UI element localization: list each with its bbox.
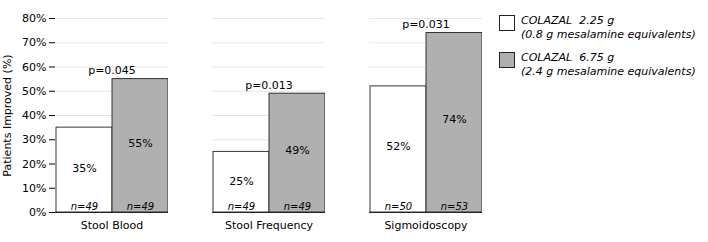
svg-text:60%: 60% (22, 61, 46, 74)
svg-text:n=50: n=50 (385, 201, 412, 212)
svg-text:35%: 35% (72, 162, 96, 175)
svg-text:52%: 52% (386, 140, 410, 153)
svg-text:74%: 74% (442, 113, 466, 126)
svg-text:n=49: n=49 (127, 201, 154, 212)
svg-text:n=53: n=53 (441, 201, 468, 212)
svg-text:10%: 10% (22, 182, 46, 195)
svg-text:Sigmoidoscopy: Sigmoidoscopy (384, 219, 468, 232)
svg-text:0%: 0% (29, 206, 46, 219)
svg-text:50%: 50% (22, 85, 46, 98)
svg-text:20%: 20% (22, 158, 46, 171)
svg-text:Patients Improved (%): Patients Improved (%) (1, 54, 14, 176)
html-text:COLAZAL 6.75 g (2.4 g mesalami: COLAZAL 6.75 g (2.4 g mesalamine equival… (521, 50, 696, 78)
svg-text:80%: 80% (22, 12, 46, 25)
svg-text:n=49: n=49 (71, 201, 98, 212)
svg-text:p=0.031: p=0.031 (402, 18, 450, 31)
svg-text:30%: 30% (22, 133, 46, 146)
html-text:COLAZAL 2.25 g (0.8 g mesalami: COLAZAL 2.25 g (0.8 g mesalamine equival… (521, 14, 696, 42)
svg-text:70%: 70% (22, 36, 46, 49)
svg-text:n=49: n=49 (284, 201, 311, 212)
svg-text:p=0.013: p=0.013 (245, 79, 293, 92)
svg-text:25%: 25% (229, 174, 253, 187)
svg-text:p=0.045: p=0.045 (88, 64, 136, 77)
svg-text:55%: 55% (128, 137, 152, 150)
svg-text:Stool Blood: Stool Blood (81, 219, 143, 232)
svg-text:49%: 49% (285, 144, 309, 157)
svg-text:Stool Frequency: Stool Frequency (225, 219, 314, 232)
svg-text:n=49: n=49 (228, 201, 255, 212)
svg-text:40%: 40% (22, 109, 46, 122)
